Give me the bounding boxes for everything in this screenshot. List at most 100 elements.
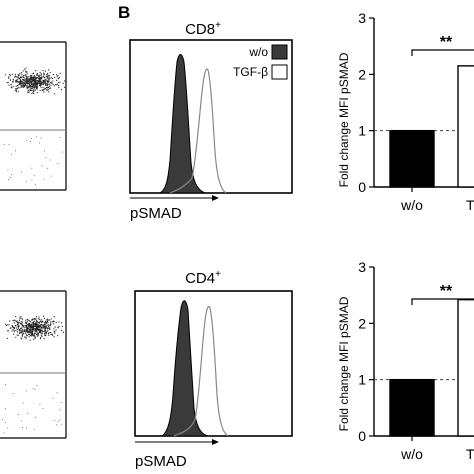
dot xyxy=(18,325,20,327)
dot xyxy=(28,320,30,322)
y-tick-label: 3 xyxy=(358,259,366,275)
dot xyxy=(33,78,35,81)
dot xyxy=(15,327,17,329)
dot xyxy=(32,73,34,75)
dot xyxy=(57,335,59,337)
dot xyxy=(20,171,22,173)
dot xyxy=(27,87,29,89)
dot xyxy=(18,325,20,328)
dot xyxy=(10,79,12,81)
dot xyxy=(36,323,38,325)
dot xyxy=(16,334,18,336)
dot xyxy=(46,319,48,321)
dot xyxy=(33,175,35,177)
dot xyxy=(26,80,28,82)
dot xyxy=(5,383,7,385)
dot xyxy=(62,331,65,333)
dot xyxy=(32,91,34,93)
dot xyxy=(9,327,11,329)
dot xyxy=(25,70,27,72)
barchart-top: Fold change MFI pSMAD 0 1 2 3 w/o TGF ** xyxy=(337,10,474,213)
dot xyxy=(39,403,41,405)
dot xyxy=(18,75,20,77)
dot xyxy=(6,324,8,326)
dot xyxy=(39,72,41,74)
dot xyxy=(22,321,24,323)
dot xyxy=(46,74,49,76)
dot xyxy=(47,333,50,335)
dot xyxy=(38,331,41,333)
dot xyxy=(34,332,36,334)
dot xyxy=(60,89,63,91)
dot xyxy=(54,93,56,95)
dot xyxy=(4,421,6,423)
dot xyxy=(42,326,44,328)
bar-0 xyxy=(389,378,435,437)
dot xyxy=(61,402,63,403)
dot xyxy=(29,85,31,87)
dot xyxy=(19,83,21,85)
dot xyxy=(30,87,32,89)
dot xyxy=(23,327,25,329)
dot xyxy=(27,323,29,325)
dot xyxy=(41,331,43,333)
dot xyxy=(17,87,19,89)
dot xyxy=(24,78,27,80)
dot xyxy=(12,326,15,328)
dot xyxy=(30,82,32,84)
dot xyxy=(23,81,25,83)
dot xyxy=(58,77,60,79)
dot xyxy=(40,337,42,339)
dot xyxy=(45,322,47,324)
dot xyxy=(43,79,46,81)
dot xyxy=(16,76,18,78)
dot xyxy=(33,85,35,87)
dot xyxy=(53,328,55,330)
dot xyxy=(50,87,52,89)
dot xyxy=(20,86,22,88)
histogram-top-title-sup: + xyxy=(215,20,221,31)
dot xyxy=(31,75,33,77)
histogram-top-xlabel: pSMAD xyxy=(130,205,182,222)
dot xyxy=(47,329,49,331)
dot xyxy=(40,333,42,335)
dot xyxy=(22,333,24,335)
dot xyxy=(38,83,40,85)
dot xyxy=(48,75,51,77)
dot xyxy=(54,332,56,334)
dot xyxy=(22,82,24,84)
histogram-bottom-series-wo xyxy=(160,300,209,437)
dot xyxy=(27,331,29,333)
dotplot-top-dots xyxy=(3,67,66,186)
dot xyxy=(54,326,56,328)
dot xyxy=(28,333,30,335)
dot xyxy=(40,319,43,321)
dot xyxy=(28,323,30,326)
dot xyxy=(29,321,31,323)
dot xyxy=(42,315,45,317)
dot xyxy=(8,324,10,326)
dot xyxy=(12,328,14,331)
dot xyxy=(5,325,8,327)
dot xyxy=(19,318,21,320)
histogram-bottom-frame xyxy=(134,290,293,437)
dot xyxy=(29,75,31,77)
dot xyxy=(49,327,51,329)
dot xyxy=(38,84,41,86)
dot xyxy=(31,79,33,82)
dot xyxy=(51,81,53,83)
dot xyxy=(61,322,63,324)
dot xyxy=(36,85,38,88)
dot xyxy=(39,326,41,328)
dot xyxy=(28,336,30,338)
dot xyxy=(45,86,48,89)
dot xyxy=(31,322,33,324)
dot xyxy=(56,79,58,81)
dot xyxy=(43,91,45,93)
dot xyxy=(21,329,23,331)
dot xyxy=(47,77,49,79)
dot xyxy=(12,86,14,88)
dot xyxy=(34,337,36,339)
dot xyxy=(36,333,38,335)
